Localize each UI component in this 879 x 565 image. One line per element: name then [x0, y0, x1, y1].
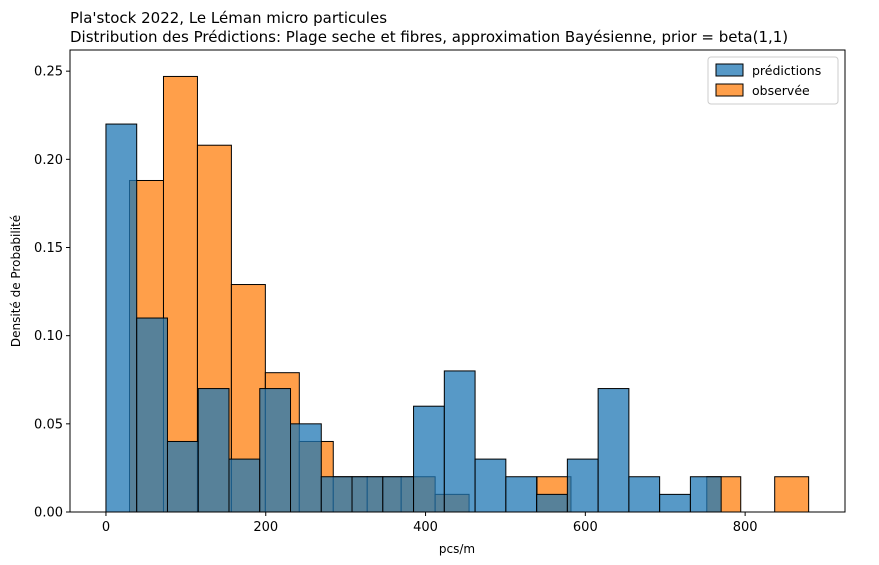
predictions-bar-10: [413, 405, 445, 513]
chart-title: Pla'stock 2022, Le Léman micro particule…: [70, 9, 387, 27]
predictions-bar-5: [259, 388, 292, 513]
predictions-bar-15: [566, 458, 599, 513]
x-tick-label: 400: [413, 520, 438, 535]
x-tick-label: 800: [733, 520, 758, 535]
predictions-bar-7: [320, 476, 353, 513]
axes-frame: [69, 49, 846, 513]
chart-subtitle: Distribution des Prédictions: Plage sech…: [70, 28, 788, 46]
predictions-bar-8: [351, 476, 384, 513]
predictions-bar-1: [136, 317, 168, 513]
x-tick-label: 600: [573, 520, 598, 535]
x-tick-label: 200: [253, 520, 278, 535]
predictions-bar-16: [597, 388, 630, 513]
predictions-bar-19: [689, 476, 722, 513]
legend-swatch-predictions: [715, 63, 744, 77]
predictions-bar-3: [197, 388, 230, 513]
y-tick-label: 0.10: [34, 329, 63, 344]
predictions-bar-9: [382, 476, 415, 513]
y-axis-label: Densité de Probabilité: [9, 215, 23, 347]
predictions-bar-0: [105, 123, 138, 513]
predictions-bar-14: [536, 493, 568, 513]
y-tick-label: 0.20: [34, 153, 63, 168]
y-tick-label: 0.15: [34, 241, 63, 256]
predictions-bar-12: [474, 458, 507, 513]
predictions-bar-2: [166, 440, 199, 513]
y-tick-label: 0.00: [34, 506, 63, 521]
predictions-bar-17: [628, 476, 661, 513]
y-tick-label: 0.25: [34, 65, 63, 80]
predictions-bar-18: [659, 493, 691, 513]
predictions-bar-11: [443, 370, 476, 513]
observed-bar-19: [774, 476, 810, 513]
legend-swatch-observed: [715, 83, 744, 97]
legend-label-predictions: prédictions: [752, 63, 821, 78]
y-axis: 0.00 0.05 0.10 0.15 0.20 0.25: [34, 65, 70, 521]
legend: prédictions observée: [707, 56, 839, 105]
x-axis-label: pcs/m: [439, 542, 475, 556]
predictions-bar-4: [228, 458, 261, 513]
predictions-bar-6: [290, 423, 322, 513]
x-tick-label: 0: [102, 520, 110, 535]
predictions-bar-13: [505, 476, 538, 513]
x-axis: 0 200 400 600 800: [102, 512, 758, 535]
predictions-series: [105, 123, 722, 513]
observed-bar-1: [162, 75, 198, 513]
legend-label-observed: observée: [752, 83, 810, 98]
y-tick-label: 0.05: [34, 417, 63, 432]
plot-area: [69, 49, 846, 513]
